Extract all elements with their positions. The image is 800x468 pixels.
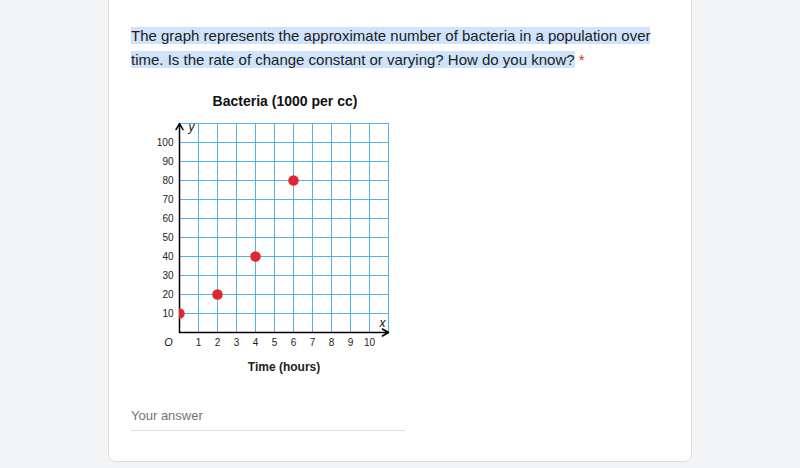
html-text:The graph represents the appro: The graph represents the approximate num…: [131, 27, 651, 68]
svg-text:O: O: [164, 336, 173, 348]
svg-text:90: 90: [162, 156, 174, 167]
svg-text:5: 5: [272, 337, 278, 348]
svg-text:10: 10: [162, 308, 174, 319]
svg-text:6: 6: [291, 337, 297, 348]
svg-text:2: 2: [215, 337, 221, 348]
svg-text:4: 4: [253, 337, 259, 348]
svg-text:100: 100: [157, 137, 174, 148]
svg-text:8: 8: [329, 337, 335, 348]
svg-text:30: 30: [162, 270, 174, 281]
svg-text:60: 60: [162, 213, 174, 224]
svg-text:3: 3: [234, 337, 240, 348]
svg-text:1: 1: [196, 337, 202, 348]
svg-text:7: 7: [310, 337, 316, 348]
svg-text:50: 50: [162, 232, 174, 243]
svg-text:70: 70: [162, 194, 174, 205]
html-text:Bacteria (1000 per cc): Bacteria (1000 per cc): [212, 93, 358, 109]
svg-text:40: 40: [162, 251, 174, 262]
svg-text:9: 9: [348, 337, 354, 348]
svg-text:20: 20: [162, 289, 174, 300]
svg-text:80: 80: [162, 175, 174, 186]
html-text:Your answer: Your answer: [131, 408, 203, 423]
svg-text:y: y: [188, 120, 196, 134]
svg-text:x: x: [379, 316, 387, 330]
svg-text:10: 10: [364, 337, 376, 348]
svg-text:Time (hours): Time (hours): [248, 360, 320, 374]
